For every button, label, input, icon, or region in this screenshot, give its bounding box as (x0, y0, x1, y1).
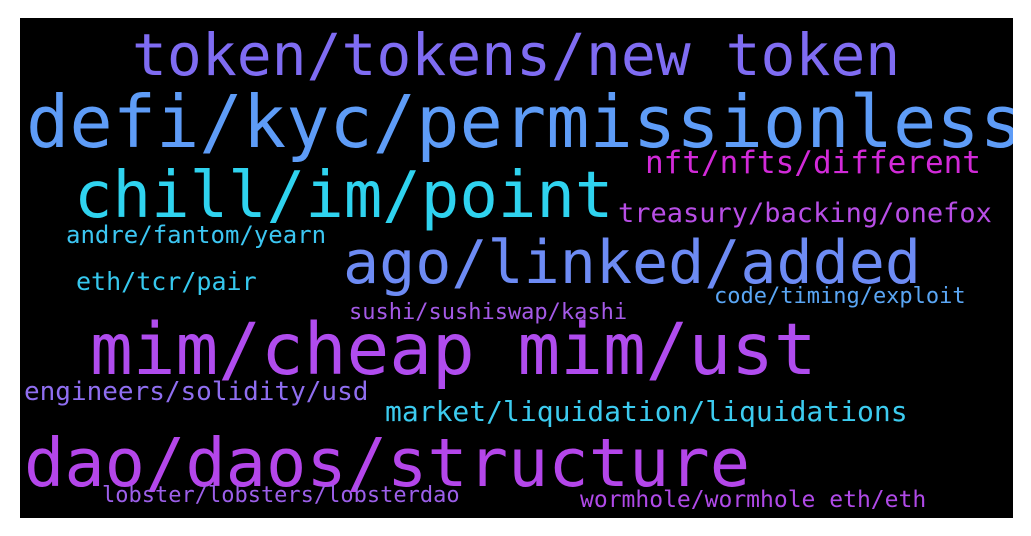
word-lobster-lobsters-lobsterdao: lobster/lobsters/lobsterdao (102, 483, 460, 508)
word-market-liquidation-liquidations: market/liquidation/liquidations (385, 395, 908, 428)
word-ago-linked-added: ago/linked/added (343, 228, 921, 298)
word-defi-kyc-permissionless: defi/kyc/permissionless (26, 80, 1013, 164)
word-mim-cheap-mim-ust: mim/cheap mim/ust (90, 308, 817, 391)
word-cloud: token/tokens/new token defi/kyc/permissi… (20, 18, 1013, 518)
word-token-tokens-new-token: token/tokens/new token (132, 21, 901, 89)
word-dao-daos-structure: dao/daos/structure (24, 424, 751, 502)
word-andre-fantom-yearn: andre/fantom/yearn (66, 221, 327, 249)
word-eth-tcr-pair: eth/tcr/pair (76, 267, 257, 296)
word-code-timing-exploit: code/timing/exploit (714, 284, 966, 309)
word-treasury-backing-onefox: treasury/backing/onefox (618, 198, 992, 229)
word-chill-im-point: chill/im/point (74, 159, 614, 233)
word-wormhole-wormhole-eth-eth: wormhole/wormhole eth/eth (580, 487, 927, 513)
word-nft-nfts-different: nft/nfts/different (645, 145, 981, 181)
word-engineers-solidity-usd: engineers/solidity/usd (24, 377, 369, 407)
word-sushi-sushiswap-kashi: sushi/sushiswap/kashi (349, 300, 628, 325)
